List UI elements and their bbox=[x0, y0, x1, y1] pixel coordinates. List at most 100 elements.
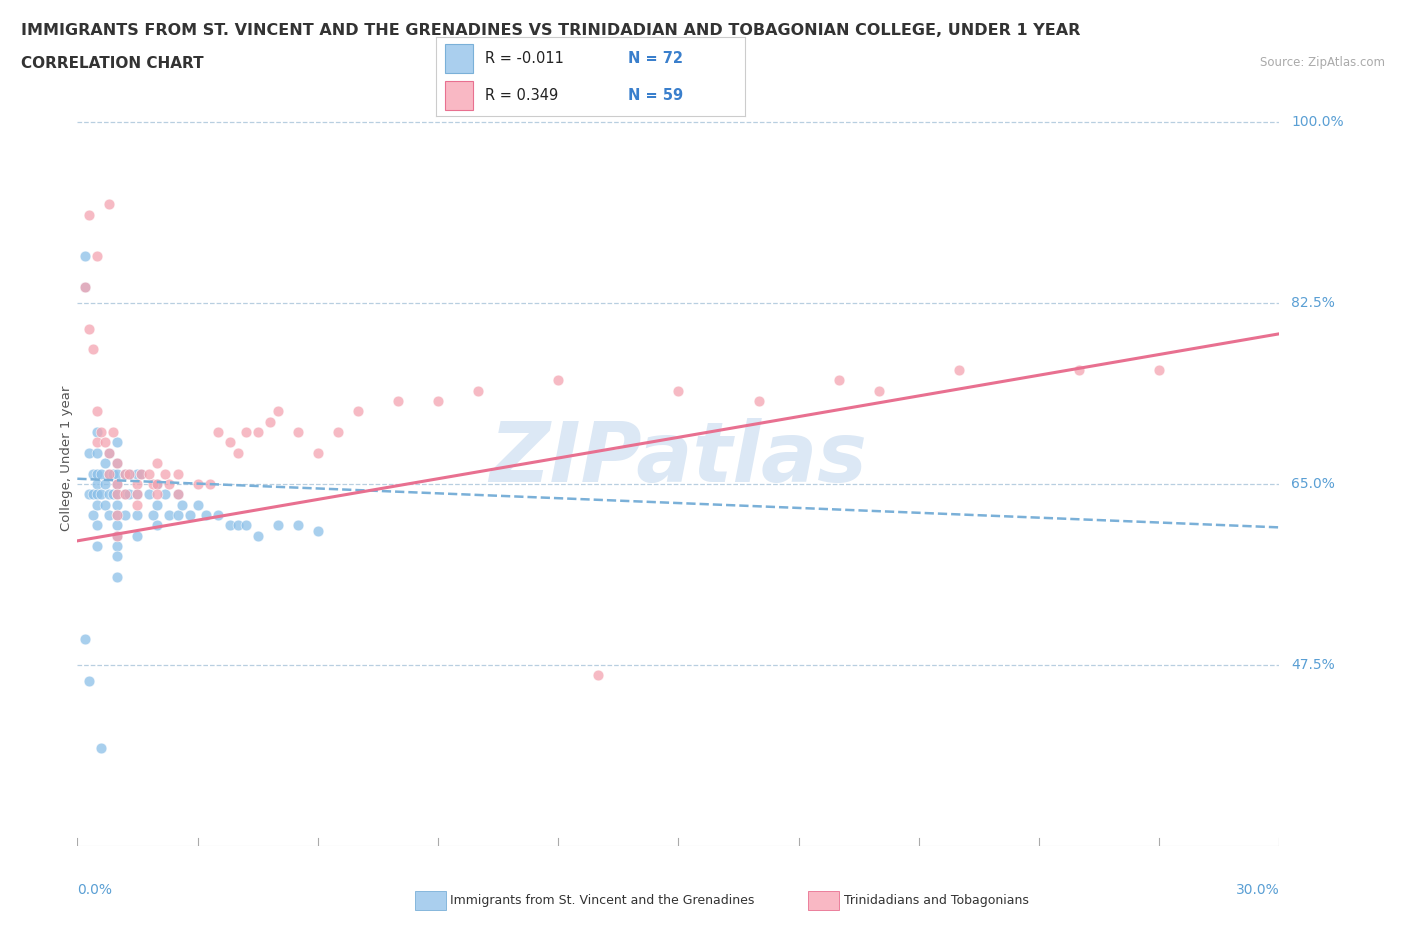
Point bbox=[98, 445, 121, 460]
Point bbox=[98, 445, 121, 460]
Point bbox=[107, 486, 129, 501]
Point bbox=[75, 280, 97, 295]
Text: CORRELATION CHART: CORRELATION CHART bbox=[21, 56, 204, 71]
Point bbox=[86, 476, 108, 491]
Point bbox=[90, 466, 112, 481]
Point bbox=[1069, 363, 1091, 378]
Point bbox=[146, 486, 169, 501]
Point bbox=[107, 538, 129, 553]
Point bbox=[86, 435, 108, 450]
Point bbox=[118, 466, 141, 481]
Text: R = 0.349: R = 0.349 bbox=[485, 88, 558, 103]
Point bbox=[166, 508, 188, 523]
Point bbox=[86, 518, 108, 533]
Point bbox=[90, 486, 112, 501]
Point bbox=[138, 486, 160, 501]
Point bbox=[98, 197, 121, 212]
Point bbox=[186, 498, 209, 512]
Point bbox=[107, 476, 129, 491]
Point bbox=[127, 486, 149, 501]
Point bbox=[170, 498, 193, 512]
Point bbox=[103, 425, 125, 440]
Point bbox=[246, 528, 269, 543]
Point bbox=[107, 508, 129, 523]
Point bbox=[98, 466, 121, 481]
Text: N = 72: N = 72 bbox=[627, 51, 683, 66]
Point bbox=[347, 404, 370, 418]
Point bbox=[138, 466, 160, 481]
Point bbox=[146, 498, 169, 512]
Y-axis label: College, Under 1 year: College, Under 1 year bbox=[60, 385, 73, 531]
Point bbox=[235, 425, 257, 440]
Point bbox=[668, 383, 690, 398]
Point bbox=[79, 486, 101, 501]
Point bbox=[1149, 363, 1171, 378]
Point bbox=[226, 518, 249, 533]
Point bbox=[107, 508, 129, 523]
Point bbox=[166, 466, 188, 481]
Point bbox=[86, 466, 108, 481]
Point bbox=[287, 425, 309, 440]
Point bbox=[155, 486, 177, 501]
Point bbox=[79, 321, 101, 336]
Point bbox=[86, 425, 108, 440]
Point bbox=[82, 508, 104, 523]
Point bbox=[114, 466, 136, 481]
Point bbox=[127, 528, 149, 543]
Point bbox=[467, 383, 489, 398]
Point bbox=[127, 508, 149, 523]
Point bbox=[107, 456, 129, 471]
Point bbox=[86, 498, 108, 512]
Point bbox=[118, 466, 141, 481]
Point bbox=[86, 404, 108, 418]
Text: 65.0%: 65.0% bbox=[1292, 477, 1336, 491]
Point bbox=[107, 456, 129, 471]
Bar bbox=[446, 45, 472, 73]
Point bbox=[114, 486, 136, 501]
Text: N = 59: N = 59 bbox=[627, 88, 683, 103]
Bar bbox=[446, 82, 472, 110]
Text: R = -0.011: R = -0.011 bbox=[485, 51, 564, 66]
Point bbox=[82, 466, 104, 481]
Point bbox=[82, 342, 104, 357]
Point bbox=[114, 466, 136, 481]
Point bbox=[146, 518, 169, 533]
Point bbox=[107, 549, 129, 564]
Point bbox=[107, 570, 129, 585]
Point bbox=[218, 518, 240, 533]
Point bbox=[267, 404, 290, 418]
Text: 47.5%: 47.5% bbox=[1292, 658, 1336, 672]
Point bbox=[94, 498, 117, 512]
Point bbox=[94, 435, 117, 450]
Point bbox=[159, 508, 181, 523]
Point bbox=[226, 445, 249, 460]
Point bbox=[107, 435, 129, 450]
Point bbox=[166, 486, 188, 501]
Point bbox=[186, 476, 209, 491]
Point bbox=[127, 486, 149, 501]
Point bbox=[207, 508, 229, 523]
Point bbox=[98, 508, 121, 523]
Point bbox=[98, 466, 121, 481]
Text: 0.0%: 0.0% bbox=[77, 883, 112, 897]
Point bbox=[326, 425, 349, 440]
Point bbox=[94, 476, 117, 491]
Point bbox=[94, 456, 117, 471]
Point bbox=[166, 486, 188, 501]
Point bbox=[159, 476, 181, 491]
Point bbox=[307, 523, 329, 538]
Point bbox=[218, 435, 240, 450]
Point bbox=[103, 466, 125, 481]
Point bbox=[79, 445, 101, 460]
Point bbox=[146, 476, 169, 491]
Point bbox=[107, 498, 129, 512]
Text: 100.0%: 100.0% bbox=[1292, 114, 1344, 128]
Text: Source: ZipAtlas.com: Source: ZipAtlas.com bbox=[1260, 56, 1385, 69]
Point bbox=[387, 393, 409, 408]
Point bbox=[79, 207, 101, 222]
Point bbox=[127, 498, 149, 512]
Text: Immigrants from St. Vincent and the Grenadines: Immigrants from St. Vincent and the Gren… bbox=[450, 894, 754, 907]
Point bbox=[127, 466, 149, 481]
Point bbox=[86, 538, 108, 553]
Point bbox=[427, 393, 450, 408]
